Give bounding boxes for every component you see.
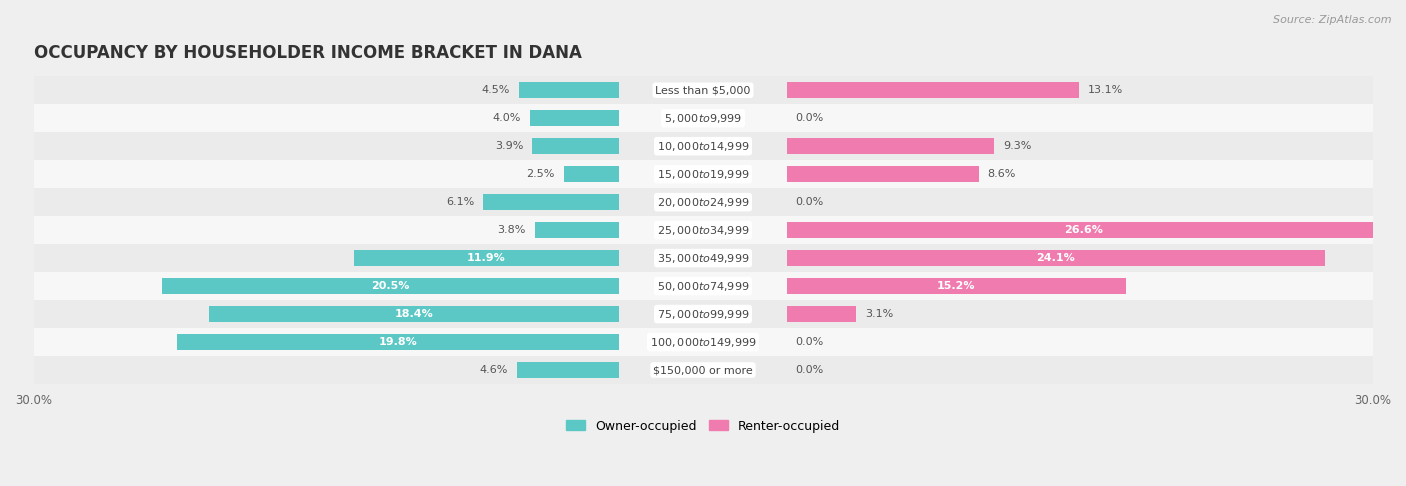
Bar xyxy=(34,104,1372,132)
Bar xyxy=(34,132,1372,160)
Text: 0.0%: 0.0% xyxy=(796,113,824,123)
Text: 24.1%: 24.1% xyxy=(1036,253,1076,263)
Text: 0.0%: 0.0% xyxy=(796,337,824,347)
Text: 0.0%: 0.0% xyxy=(796,365,824,375)
Text: 0.0%: 0.0% xyxy=(796,197,824,207)
Bar xyxy=(484,194,619,210)
Legend: Owner-occupied, Renter-occupied: Owner-occupied, Renter-occupied xyxy=(567,419,839,433)
Text: $25,000 to $34,999: $25,000 to $34,999 xyxy=(657,224,749,237)
Text: $35,000 to $49,999: $35,000 to $49,999 xyxy=(657,252,749,264)
Bar xyxy=(534,222,619,238)
Text: Source: ZipAtlas.com: Source: ZipAtlas.com xyxy=(1274,15,1392,25)
Text: 20.5%: 20.5% xyxy=(371,281,409,291)
Text: 4.6%: 4.6% xyxy=(479,365,508,375)
Text: 13.1%: 13.1% xyxy=(1088,85,1123,95)
Bar xyxy=(787,250,1324,266)
Text: $75,000 to $99,999: $75,000 to $99,999 xyxy=(657,308,749,321)
Text: 11.9%: 11.9% xyxy=(467,253,506,263)
Text: 18.4%: 18.4% xyxy=(395,309,433,319)
Bar xyxy=(787,278,1126,294)
Bar xyxy=(34,244,1372,272)
Text: Less than $5,000: Less than $5,000 xyxy=(655,85,751,95)
Bar xyxy=(177,334,619,350)
Bar xyxy=(34,328,1372,356)
Text: 8.6%: 8.6% xyxy=(987,169,1017,179)
Bar xyxy=(530,110,619,126)
Bar xyxy=(516,362,619,378)
Bar xyxy=(533,138,619,155)
Text: 19.8%: 19.8% xyxy=(380,337,418,347)
Text: OCCUPANCY BY HOUSEHOLDER INCOME BRACKET IN DANA: OCCUPANCY BY HOUSEHOLDER INCOME BRACKET … xyxy=(34,44,581,62)
Bar xyxy=(34,356,1372,384)
Bar xyxy=(34,272,1372,300)
Bar xyxy=(787,166,979,182)
Bar xyxy=(564,166,619,182)
Bar xyxy=(519,82,619,98)
Text: 4.0%: 4.0% xyxy=(492,113,522,123)
Text: $50,000 to $74,999: $50,000 to $74,999 xyxy=(657,279,749,293)
Text: $20,000 to $24,999: $20,000 to $24,999 xyxy=(657,196,749,208)
Bar xyxy=(787,138,994,155)
Text: 9.3%: 9.3% xyxy=(1002,141,1032,151)
Bar xyxy=(34,76,1372,104)
Text: $15,000 to $19,999: $15,000 to $19,999 xyxy=(657,168,749,181)
Text: 6.1%: 6.1% xyxy=(446,197,474,207)
Text: $5,000 to $9,999: $5,000 to $9,999 xyxy=(664,112,742,125)
Text: $100,000 to $149,999: $100,000 to $149,999 xyxy=(650,335,756,348)
Bar xyxy=(34,300,1372,328)
Bar xyxy=(34,160,1372,188)
Text: 3.1%: 3.1% xyxy=(865,309,893,319)
Text: 3.9%: 3.9% xyxy=(495,141,523,151)
Bar xyxy=(208,306,619,322)
Text: 3.8%: 3.8% xyxy=(498,225,526,235)
Bar xyxy=(34,216,1372,244)
Text: $10,000 to $14,999: $10,000 to $14,999 xyxy=(657,139,749,153)
Bar xyxy=(787,82,1078,98)
Bar xyxy=(787,222,1381,238)
Text: 4.5%: 4.5% xyxy=(482,85,510,95)
Text: 2.5%: 2.5% xyxy=(526,169,554,179)
Bar xyxy=(787,306,856,322)
Text: 26.6%: 26.6% xyxy=(1064,225,1102,235)
Bar xyxy=(354,250,619,266)
Text: $150,000 or more: $150,000 or more xyxy=(654,365,752,375)
Bar xyxy=(162,278,619,294)
Text: 15.2%: 15.2% xyxy=(936,281,976,291)
Bar xyxy=(34,188,1372,216)
